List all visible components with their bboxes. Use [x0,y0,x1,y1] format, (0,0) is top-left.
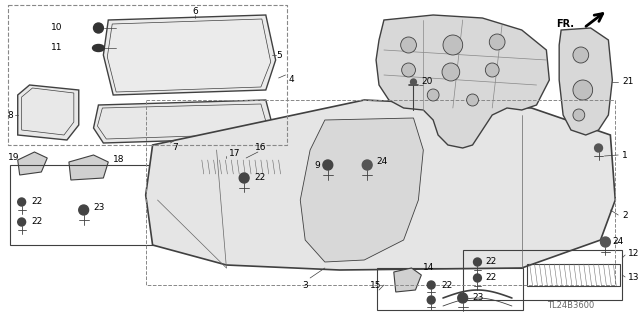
Circle shape [485,63,499,77]
Text: TL24B3600: TL24B3600 [547,300,595,309]
Circle shape [93,23,104,33]
Bar [377,268,523,310]
Text: 4: 4 [289,76,294,85]
Text: 17: 17 [228,149,240,158]
Circle shape [474,258,481,266]
Text: 6: 6 [192,8,198,17]
Circle shape [428,89,439,101]
Bar [197,158,285,176]
Text: 16: 16 [255,144,267,152]
Bar [10,165,172,245]
Text: 9: 9 [314,160,320,169]
Bar [527,264,620,286]
Circle shape [323,160,333,170]
Text: 22: 22 [485,273,497,283]
Text: 22: 22 [31,218,43,226]
Circle shape [362,160,372,170]
Text: 24: 24 [612,238,623,247]
Text: 1: 1 [622,151,628,160]
Circle shape [489,34,505,50]
Circle shape [573,109,585,121]
Text: 13: 13 [628,272,639,281]
Text: 7: 7 [172,144,178,152]
Circle shape [573,47,589,63]
Ellipse shape [93,44,104,51]
Bar [463,250,622,300]
Text: 18: 18 [113,155,125,165]
Polygon shape [18,85,79,140]
Polygon shape [394,268,421,292]
Text: 21: 21 [622,78,634,86]
Circle shape [573,80,593,100]
Circle shape [600,237,611,247]
Circle shape [428,296,435,304]
Circle shape [239,173,249,183]
Text: 19: 19 [8,153,19,162]
Polygon shape [146,100,615,270]
Circle shape [18,198,26,206]
Text: 22: 22 [254,174,265,182]
Text: 14: 14 [423,263,435,272]
Circle shape [595,144,602,152]
Text: 3: 3 [302,280,308,290]
Text: 8: 8 [7,110,13,120]
Circle shape [442,63,460,81]
Circle shape [410,79,417,85]
Circle shape [402,63,415,77]
Text: 22: 22 [31,197,43,206]
Text: 24: 24 [376,158,387,167]
Text: 22: 22 [485,257,497,266]
Text: 5: 5 [276,50,282,60]
Text: 2: 2 [622,211,628,219]
Circle shape [458,293,468,303]
Text: 23: 23 [472,293,484,302]
Polygon shape [18,152,47,175]
Polygon shape [376,15,549,148]
Text: 10: 10 [51,24,63,33]
Text: 22: 22 [441,280,452,290]
Circle shape [443,35,463,55]
Polygon shape [69,155,108,180]
Text: 23: 23 [93,204,105,212]
Circle shape [79,205,88,215]
Text: 15: 15 [370,280,381,290]
Circle shape [474,274,481,282]
Polygon shape [93,100,274,143]
Text: 12: 12 [628,249,639,257]
Text: FR.: FR. [556,19,574,29]
Circle shape [467,94,479,106]
Polygon shape [559,28,612,135]
Circle shape [401,37,417,53]
Circle shape [18,218,26,226]
Polygon shape [104,15,276,95]
Text: 20: 20 [421,78,433,86]
Text: 11: 11 [51,43,63,53]
Polygon shape [300,118,423,262]
Circle shape [428,281,435,289]
